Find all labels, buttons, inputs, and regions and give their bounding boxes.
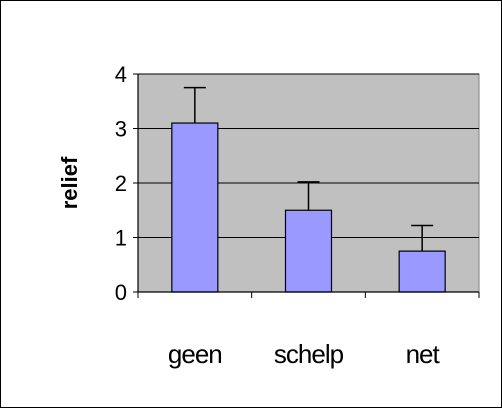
x-category-labels: geen schelp net xyxy=(168,339,441,369)
x-label-geen: geen xyxy=(168,339,222,369)
y-tick-1: 1 xyxy=(115,226,127,251)
bar-net xyxy=(399,251,445,292)
bar-geen xyxy=(172,123,218,292)
y-axis-title: relief xyxy=(57,156,82,209)
x-label-schelp: schelp xyxy=(274,339,344,369)
y-tick-4: 4 xyxy=(115,62,127,87)
x-label-net: net xyxy=(406,339,441,369)
y-tick-0: 0 xyxy=(115,280,127,305)
y-tick-3: 3 xyxy=(115,117,127,142)
bar-schelp xyxy=(286,210,332,292)
y-tick-2: 2 xyxy=(115,171,127,196)
y-tick-labels: 0 1 2 3 4 xyxy=(115,62,127,305)
